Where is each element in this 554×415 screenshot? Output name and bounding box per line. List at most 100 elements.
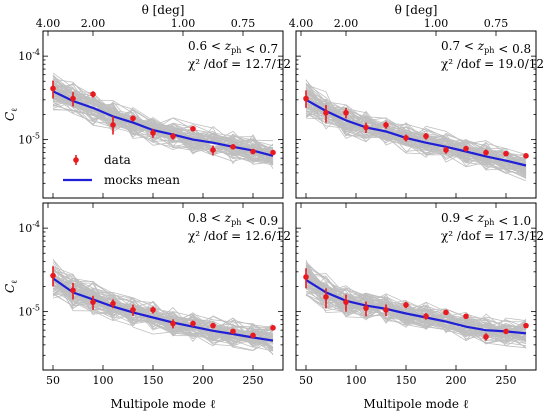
- mock-line: [305, 84, 527, 174]
- legend-mean-label: mocks mean: [104, 173, 180, 187]
- data-point: [150, 128, 156, 138]
- top-axis-label: θ [deg]: [142, 3, 185, 17]
- legend-data-label: data: [104, 153, 131, 167]
- x-axis-label: Multipole mode ℓ: [110, 397, 215, 411]
- redshift-range-label: 0.8 < zph < 0.9: [188, 211, 278, 228]
- data-marker: [483, 333, 489, 340]
- data-point: [190, 125, 196, 132]
- mock-line: [305, 113, 527, 173]
- x-tick-label: 100: [93, 374, 114, 387]
- y-tick-label: 10-5: [18, 132, 40, 147]
- legend: data mocks mean: [63, 153, 180, 187]
- top-tick-label: 1.00: [171, 17, 196, 30]
- panel-2: 4.00 2.00 1.00 0.75 0.7 < zph < 0.8χ² /dof =…: [289, 17, 544, 199]
- data-point: [270, 325, 276, 331]
- data-marker: [443, 309, 449, 316]
- data-point: [90, 91, 96, 98]
- data-marker: [130, 307, 136, 313]
- data-marker: [303, 274, 309, 280]
- data-point: [343, 107, 349, 119]
- top-tick-label: 2.00: [81, 17, 106, 30]
- chi2-label: χ² /dof = 12.7/12: [188, 57, 291, 71]
- data-point: [270, 149, 276, 156]
- data-point: [523, 322, 529, 329]
- data-point: [503, 328, 509, 335]
- x-tick-label: 50: [299, 374, 313, 387]
- x-tick-label: 150: [396, 374, 417, 387]
- data-marker: [423, 313, 429, 320]
- data-marker: [190, 125, 196, 132]
- mock-line: [52, 276, 274, 349]
- top-tick-label: 4.00: [289, 17, 314, 30]
- data-marker: [50, 272, 56, 279]
- top-tick-label: 1.00: [424, 17, 449, 30]
- y-axis-label: Cℓ: [3, 108, 19, 121]
- data-point: [323, 288, 329, 309]
- mock-line: [52, 94, 274, 153]
- redshift-range-label: 0.7 < zph < 0.8: [441, 39, 531, 56]
- data-marker: [443, 147, 449, 153]
- mocks-mean-line: [52, 277, 274, 342]
- mock-line: [52, 83, 274, 161]
- data-marker: [90, 91, 96, 98]
- mock-realizations: [305, 259, 527, 349]
- data-marker: [90, 299, 96, 305]
- data-marker: [50, 85, 56, 92]
- mocks-mean-line: [305, 278, 527, 335]
- mock-line: [305, 87, 527, 175]
- top-tick-label: 2.00: [334, 17, 359, 30]
- data-marker: [303, 95, 309, 102]
- data-point: [50, 266, 56, 287]
- data-marker: [403, 135, 409, 141]
- data-marker: [250, 148, 256, 155]
- top-tick-label: 0.75: [484, 17, 509, 30]
- mock-line: [52, 92, 274, 153]
- data-marker: [463, 145, 469, 152]
- data-marker: [403, 302, 409, 308]
- data-point: [70, 283, 76, 300]
- data-point: [250, 148, 256, 155]
- data-point: [90, 295, 96, 310]
- y-tick-label: 10-4: [18, 48, 40, 63]
- x-tick-label: 100: [346, 374, 367, 387]
- data-point: [403, 134, 409, 142]
- data-marker: [230, 328, 236, 335]
- data-marker: [463, 313, 469, 320]
- data-marker: [343, 299, 349, 305]
- data-point: [303, 90, 309, 108]
- data-marker: [250, 332, 256, 339]
- mock-line: [305, 281, 527, 343]
- mocks-mean-line: [52, 90, 274, 157]
- data-point: [303, 268, 309, 289]
- mock-line: [52, 87, 274, 163]
- mock-line: [52, 270, 274, 350]
- panel-1: 4.00 2.00 1.00 0.75 10-5 10-4 Cℓ 0.6 < zph < 0.…: [3, 17, 291, 199]
- data-point: [383, 121, 389, 129]
- data-marker: [210, 147, 216, 153]
- data-point: [363, 301, 369, 317]
- data-marker: [110, 122, 116, 128]
- data-point: [423, 313, 429, 320]
- data-marker: [423, 133, 429, 139]
- panel-3: 50 100 150 200 250 10-5 10-4 Cℓ 0.8 < zph < 0.9χ…: [3, 202, 291, 387]
- data-point: [110, 116, 116, 135]
- data-marker: [483, 149, 489, 156]
- data-marker: [503, 150, 509, 157]
- legend-data-marker: [73, 157, 79, 163]
- data-marker: [270, 149, 276, 156]
- data-point: [463, 313, 469, 320]
- x-tick-label: 200: [446, 374, 467, 387]
- data-point: [383, 304, 389, 317]
- data-point: [170, 319, 176, 329]
- mock-line: [305, 109, 527, 172]
- x-tick-label: 200: [193, 374, 214, 387]
- data-point: [483, 149, 489, 156]
- data-marker: [230, 144, 236, 150]
- data-marker: [383, 307, 389, 313]
- data-marker: [503, 328, 509, 335]
- data-point: [323, 104, 329, 123]
- data-point: [50, 80, 56, 99]
- data-marker: [323, 294, 329, 300]
- mock-line: [52, 78, 274, 161]
- data-point: [130, 304, 136, 316]
